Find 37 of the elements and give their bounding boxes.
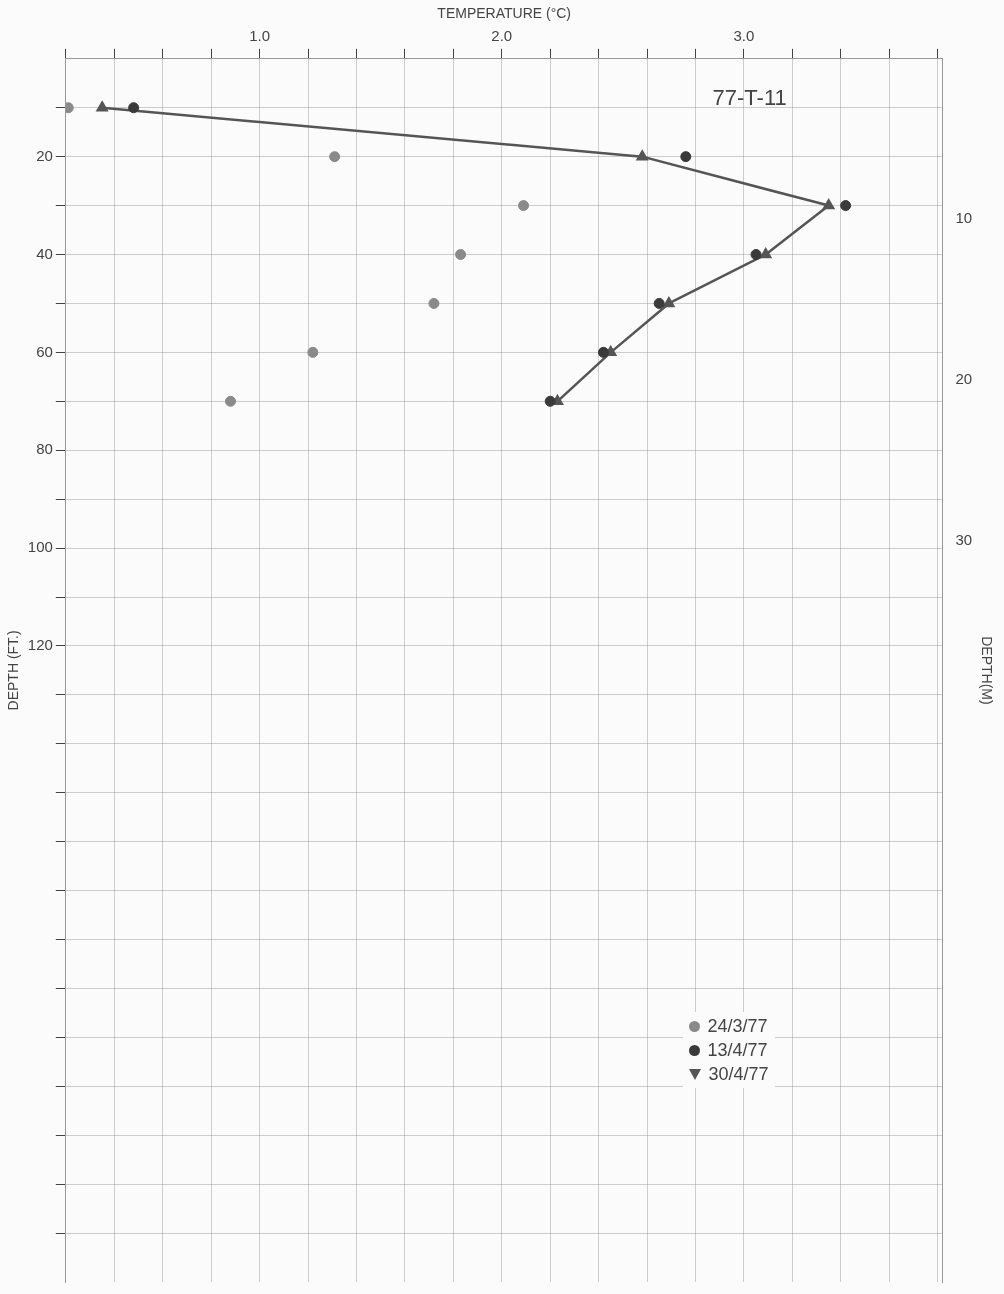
y-tick-label: 20 [36,146,53,164]
legend-label: 30/4/77 [708,1063,769,1086]
point [636,150,648,161]
x-tick-label: 3.0 [733,26,755,44]
x-tick-label: 2.0 [491,26,513,44]
y-tick-label: 60 [36,342,53,360]
point [225,395,237,407]
point [428,297,440,309]
y-tick-label: 100 [27,538,53,556]
text: 77-T-11 [712,84,787,110]
point [329,151,341,163]
y-axis-title: DEPTH (FT.) [5,630,22,711]
x-axis-title: TEMPERATURE (°C) [437,5,572,22]
point [128,102,140,114]
point [823,199,835,210]
y2-axis-title: DEPTH(M) [978,636,995,705]
y-tick-label: 120 [27,636,53,654]
legend-label: 13/4/77 [707,1039,768,1062]
point [544,395,556,407]
point [597,346,609,358]
point [96,101,108,112]
y-tick-label: 80 [36,440,53,458]
point [840,200,852,212]
y-tick-label: 40 [36,244,53,262]
point [663,297,675,308]
point [455,249,467,261]
y2-tick-label: 20 [955,369,973,387]
point [653,297,665,309]
point [760,248,772,259]
point [518,200,530,212]
legend-label: 24/3/77 [707,1015,768,1038]
y2-tick-label: 10 [955,209,973,227]
y2-tick-label: 30 [955,530,973,548]
point [750,249,762,261]
x-tick-label: 1.0 [249,26,270,44]
point [680,151,692,163]
point [307,346,319,358]
